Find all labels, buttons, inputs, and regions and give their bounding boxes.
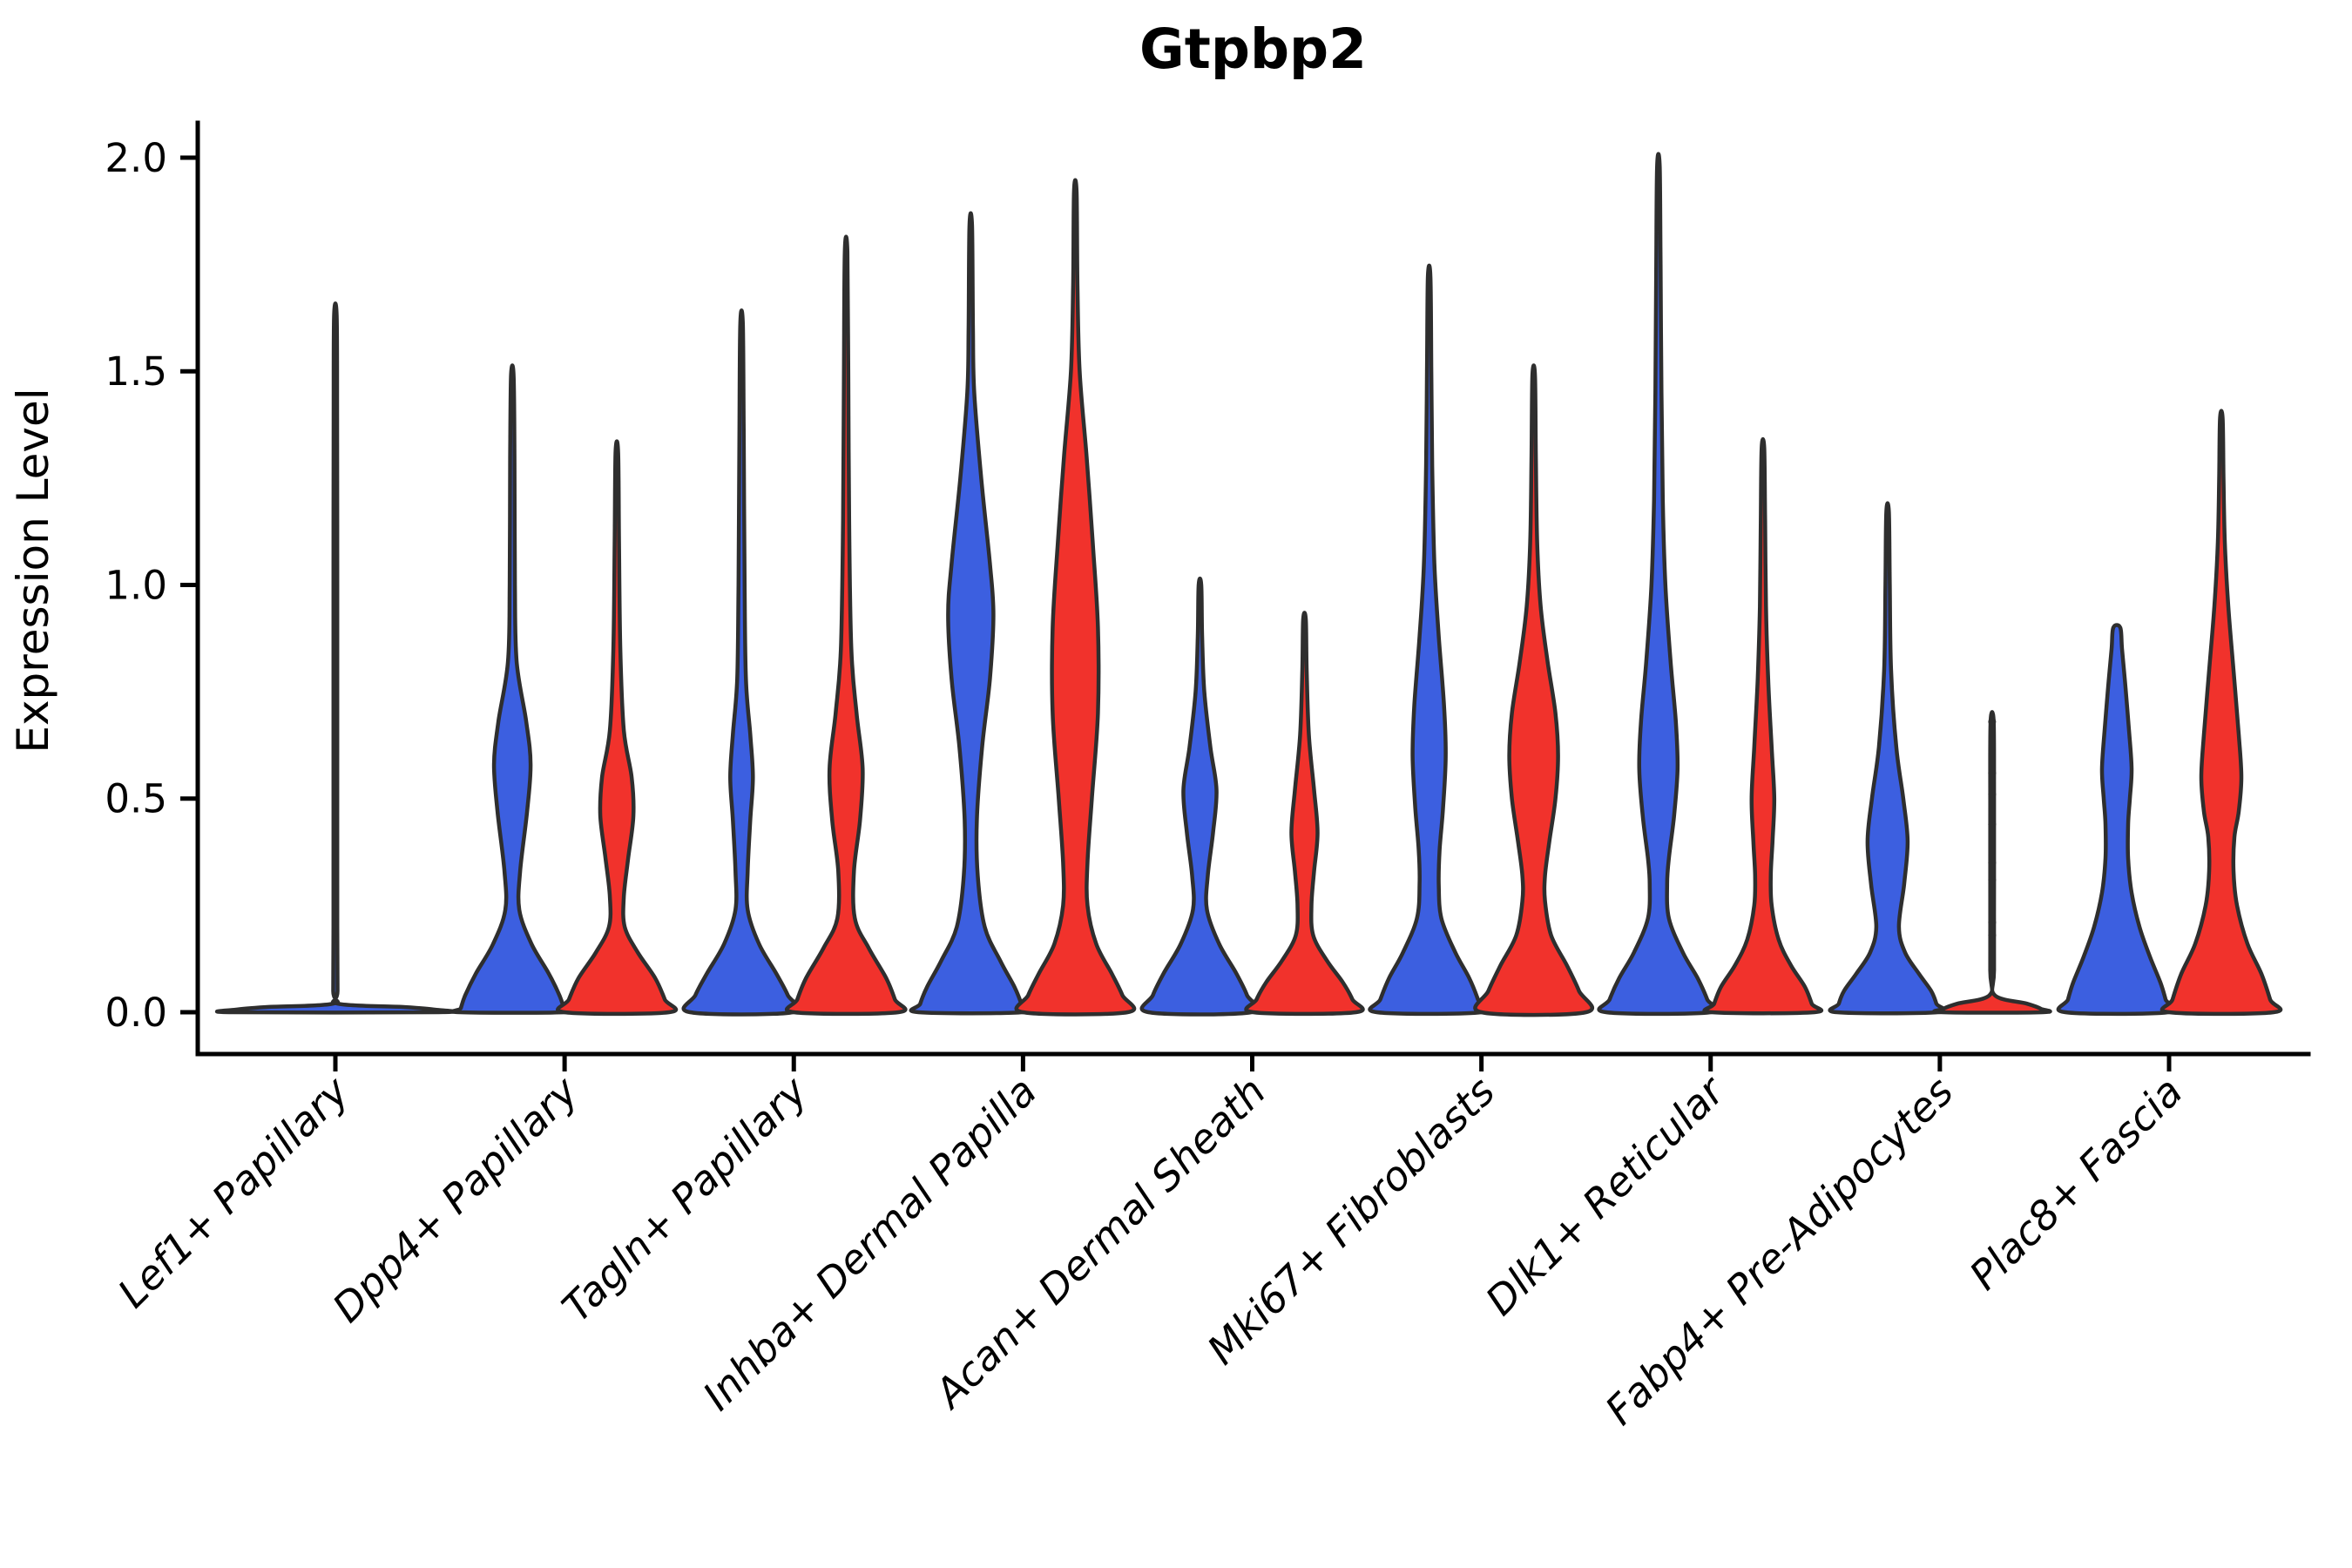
chart-title: Gtpbp2 — [1139, 17, 1367, 81]
violin-lef1-papillary-blue — [214, 301, 456, 1015]
violin-dpp4-papillary-blue — [450, 363, 575, 1015]
jitter-point — [1988, 875, 1997, 884]
violin-acan-dermal-sheath-red — [1244, 611, 1365, 1017]
violins — [214, 152, 2283, 1017]
violin-dlk1-reticular-red — [1702, 436, 1823, 1016]
violin-plac8-fascia-red — [2159, 409, 2283, 1017]
jitter-points — [1988, 717, 1997, 940]
x-tick-label: Tagln+ Papillary — [553, 1067, 817, 1331]
jitter-point — [1988, 858, 1997, 867]
violin-inhba-dermal-papilla-red — [1014, 178, 1137, 1017]
y-tick-label: 0.0 — [105, 990, 167, 1036]
x-tick-label: Dpp4+ Papillary — [323, 1067, 587, 1331]
jitter-point — [1988, 918, 1997, 927]
violin-plac8-fascia-blue — [2056, 623, 2178, 1017]
violin-dpp4-papillary-red — [556, 439, 679, 1017]
violin-dlk1-reticular-blue — [1597, 152, 1720, 1017]
violin-inhba-dermal-papilla-blue — [909, 211, 1033, 1016]
y-tick-label: 1.0 — [105, 562, 167, 608]
violin-tagln-papillary-red — [785, 234, 908, 1017]
x-tick-label: Lef1+ Papillary — [109, 1067, 358, 1316]
jitter-point — [1988, 768, 1997, 777]
y-axis-label: Expression Level — [8, 388, 58, 753]
violin-mki67-fibroblasts-blue — [1368, 263, 1490, 1017]
y-tick-label: 0.5 — [105, 776, 167, 822]
violin-fabp4-pre-adipocytes-blue — [1828, 501, 1948, 1016]
violin-mki67-fibroblasts-red — [1473, 363, 1595, 1017]
axes — [180, 120, 2311, 1071]
jitter-point — [1988, 717, 1997, 726]
violin-acan-dermal-sheath-blue — [1139, 576, 1260, 1017]
violin-tagln-papillary-blue — [681, 308, 801, 1017]
jitter-point — [1988, 790, 1997, 799]
y-tick-label: 1.5 — [105, 348, 167, 395]
x-tick-label: Plac8+ Fascia — [1960, 1068, 2191, 1299]
jitter-point — [1988, 820, 1997, 828]
y-tick-label: 2.0 — [105, 135, 167, 181]
x-tick-label: Dlk1+ Reticular — [1477, 1065, 1735, 1324]
jitter-point — [1988, 931, 1997, 940]
